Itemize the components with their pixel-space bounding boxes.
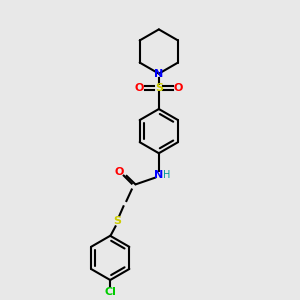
Text: S: S: [155, 83, 163, 93]
Text: Cl: Cl: [104, 286, 116, 296]
Text: N: N: [154, 69, 164, 79]
Text: H: H: [164, 170, 171, 180]
Text: O: O: [114, 167, 124, 177]
Text: N: N: [154, 170, 164, 180]
Text: O: O: [135, 83, 144, 93]
Text: O: O: [173, 83, 183, 93]
Text: S: S: [114, 216, 122, 226]
